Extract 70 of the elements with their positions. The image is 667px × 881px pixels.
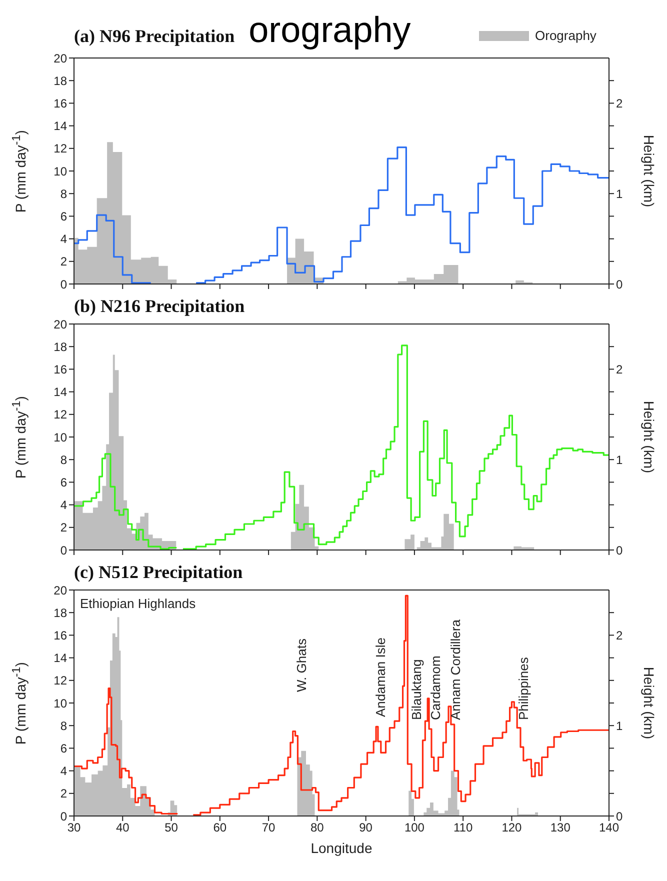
- y-tick-label: 6: [60, 475, 68, 490]
- y-tick-label: 0: [60, 277, 68, 292]
- annotation: Andaman Isle: [372, 637, 389, 717]
- y-tick-label: 20: [54, 51, 68, 66]
- x-tick-label: 80: [310, 820, 324, 835]
- y-tick-label: 16: [54, 362, 68, 376]
- y2-tick-label: 0: [616, 277, 623, 292]
- chart-title: (c) N512 Precipitation: [74, 562, 243, 583]
- y-tick-label: 20: [54, 317, 68, 332]
- y2-axis-title: Height (km): [641, 400, 658, 474]
- y2-tick-label: 1: [616, 186, 623, 201]
- y-tick-label: 18: [54, 340, 68, 354]
- y-tick-label: 18: [54, 606, 68, 620]
- x-tick-label: 60: [213, 820, 227, 835]
- x-tick-label: 90: [359, 820, 373, 835]
- x-tick-label: 70: [262, 820, 276, 835]
- y2-tick-label: 2: [616, 628, 623, 642]
- annotation: Ethiopian Highlands: [80, 596, 196, 611]
- annotation: Cardamom: [428, 656, 444, 720]
- y-tick-label: 6: [60, 209, 68, 224]
- x-tick-label: 110: [454, 820, 473, 835]
- y-tick-label: 2: [60, 786, 68, 801]
- annotation: Bilauktang: [408, 659, 425, 720]
- y2-tick-label: 1: [616, 452, 623, 467]
- y-tick-label: 4: [60, 232, 68, 246]
- x-tick-label: 140: [598, 820, 620, 835]
- legend-label: Orography: [535, 28, 596, 43]
- y-tick-label: 2: [60, 254, 68, 269]
- chart-subtitle: orography: [248, 9, 411, 50]
- y2-tick-label: 2: [616, 96, 623, 110]
- y2-tick-label: 0: [616, 809, 623, 824]
- y-tick-label: 10: [54, 164, 68, 178]
- x-tick-label: 130: [550, 820, 571, 835]
- y-tick-label: 12: [54, 408, 68, 422]
- x-tick-label: 50: [164, 820, 178, 835]
- y2-axis-title: Height (km): [641, 666, 658, 740]
- y-tick-label: 0: [60, 809, 68, 824]
- x-tick-label: 30: [67, 820, 81, 835]
- y-tick-label: 8: [60, 452, 68, 467]
- y-tick-label: 16: [54, 96, 68, 110]
- y-tick-label: 18: [54, 74, 68, 88]
- y-tick-label: 6: [60, 741, 68, 756]
- chart-title: (a) N96 Precipitation: [74, 26, 235, 47]
- y-tick-label: 16: [54, 628, 68, 642]
- chart-title: (b) N216 Precipitation: [74, 296, 245, 317]
- y-tick-label: 8: [60, 186, 68, 201]
- annotation: Philippines: [516, 657, 532, 720]
- y-tick-label: 2: [60, 520, 68, 535]
- annotation: Annam Cordillera: [448, 620, 464, 720]
- y-tick-label: 4: [60, 764, 68, 778]
- y-tick-label: 12: [54, 674, 68, 688]
- y-tick-label: 10: [54, 696, 68, 710]
- y2-tick-label: 0: [616, 543, 623, 558]
- y-tick-label: 4: [60, 498, 68, 512]
- y2-tick-label: 2: [616, 362, 623, 376]
- y-tick-label: 0: [60, 543, 68, 558]
- y2-axis-title: Height (km): [641, 134, 658, 208]
- y-tick-label: 14: [54, 385, 68, 400]
- y2-tick-label: 1: [616, 718, 623, 733]
- x-tick-label: 120: [502, 820, 522, 835]
- y-tick-label: 14: [54, 119, 68, 134]
- y-tick-label: 8: [60, 718, 68, 733]
- annotation: W. Ghats: [294, 638, 310, 692]
- x-axis-title: Longitude: [310, 840, 374, 856]
- y-tick-label: 20: [54, 583, 68, 598]
- x-tick-label: 100: [404, 820, 425, 835]
- y-tick-label: 10: [54, 430, 68, 444]
- y-tick-label: 14: [54, 651, 68, 666]
- x-tick-label: 40: [116, 820, 130, 835]
- y-tick-label: 12: [54, 142, 68, 156]
